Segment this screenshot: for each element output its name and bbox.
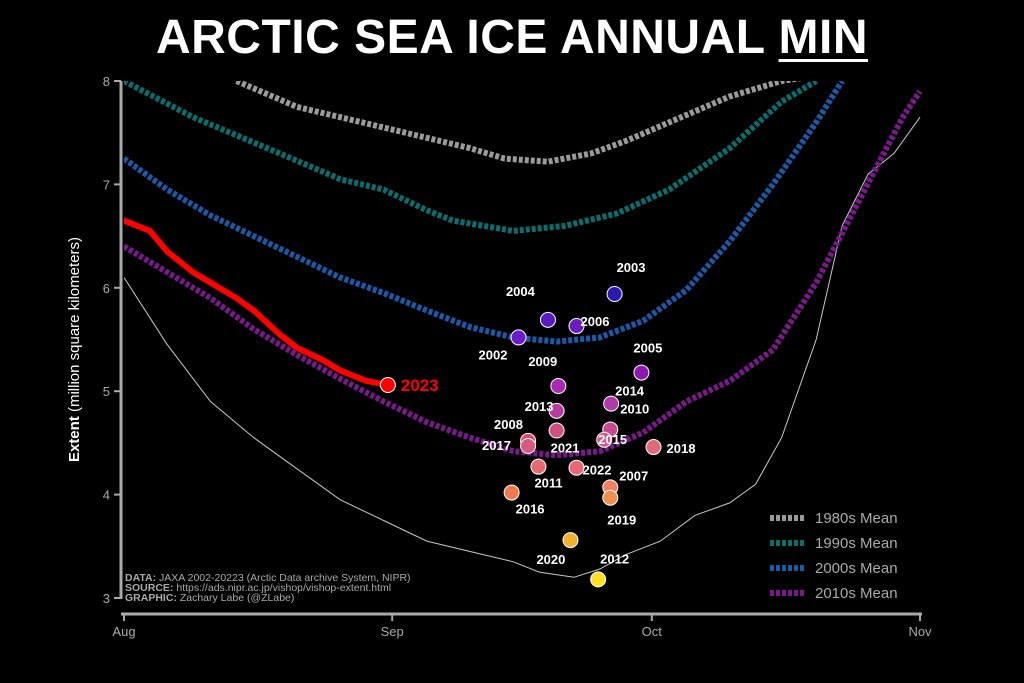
min-point-2016 (503, 484, 520, 501)
x-tick-label: Sep (381, 624, 404, 639)
min-label-2003: 2003 (617, 260, 646, 275)
y-tick-label: 7 (103, 177, 110, 192)
min-point-2012 (590, 571, 607, 588)
min-label-2014: 2014 (615, 384, 645, 399)
plot-lines (124, 81, 923, 578)
min-point-2009 (550, 378, 567, 395)
current-year-point (379, 376, 396, 393)
min-label-2019: 2019 (607, 513, 636, 528)
min-point-2005 (633, 364, 650, 381)
legend-label: 1980s Mean (815, 510, 898, 527)
min-point-2019 (602, 489, 619, 506)
min-label-2005: 2005 (633, 341, 662, 356)
x-tick-label: Nov (908, 624, 932, 639)
mean-line-1980s (235, 81, 802, 165)
min-point-2017 (520, 438, 537, 455)
min-label-2018: 2018 (667, 441, 696, 456)
y-tick-label: 8 (103, 74, 110, 89)
credit-line: DATA: JAXA 2002-20223 (Arctic Data archi… (125, 572, 411, 584)
y-tick-label: 4 (103, 488, 110, 503)
min-point-2020 (562, 532, 579, 549)
min-point-2021 (548, 422, 565, 439)
x-tick-label: Oct (642, 624, 663, 639)
min-label-2022: 2022 (583, 463, 612, 478)
y-tick-label: 6 (103, 281, 110, 296)
min-label-2009: 2009 (528, 354, 557, 369)
title-emphasis: MIN (778, 11, 869, 64)
legend-label: 2010s Mean (815, 585, 898, 602)
min-label-2012: 2012 (600, 551, 629, 566)
current-year-line (124, 217, 391, 388)
legend-label: 2000s Mean (815, 560, 898, 577)
y-tick-label: 3 (103, 591, 110, 606)
min-point-2002 (510, 329, 527, 346)
min-label-2002: 2002 (479, 347, 508, 362)
min-point-2018 (645, 439, 662, 456)
record-low-line (124, 116, 921, 578)
min-point-2015 (596, 431, 613, 448)
min-label-2013: 2013 (525, 399, 554, 414)
min-point-2022 (568, 459, 585, 476)
min-point-2003 (606, 286, 623, 303)
mean-line-2000s (124, 81, 845, 345)
credit-line: GRAPHIC: Zachary Labe (@ZLabe) (125, 592, 294, 604)
min-label-2017: 2017 (482, 438, 511, 453)
min-point-2004 (539, 311, 556, 328)
min-label-2008: 2008 (494, 417, 523, 432)
min-label-2016: 2016 (516, 502, 545, 517)
x-tick-label: Aug (112, 624, 135, 639)
mean-line-2010s (124, 89, 923, 459)
title-main: ARCTIC SEA ICE ANNUAL (155, 11, 779, 64)
min-point-2011 (530, 458, 547, 475)
min-label-2015: 2015 (598, 432, 627, 447)
chart-title: ARCTIC SEA ICE ANNUAL MIN (0, 10, 1024, 65)
min-label-2011: 2011 (534, 476, 562, 491)
legend-label: 1990s Mean (815, 535, 898, 552)
min-label-2010: 2010 (620, 401, 649, 416)
y-axis-label: Extent (million square kilometers) (66, 237, 83, 462)
min-point-2006 (568, 318, 585, 335)
mean-line-1990s (124, 81, 818, 234)
min-label-2007: 2007 (619, 468, 648, 483)
min-label-2006: 2006 (581, 314, 610, 329)
min-point-2013 (548, 402, 565, 419)
min-label-2021: 2021 (551, 440, 580, 455)
min-label-2004: 2004 (506, 284, 536, 299)
current-year-label: 2023 (401, 376, 439, 395)
min-label-2020: 2020 (536, 552, 565, 567)
min-point-2014 (603, 395, 620, 412)
y-tick-label: 5 (103, 384, 110, 399)
credit-line: SOURCE: https://ads.nipr.ac.jp/vishop/vi… (125, 582, 391, 594)
